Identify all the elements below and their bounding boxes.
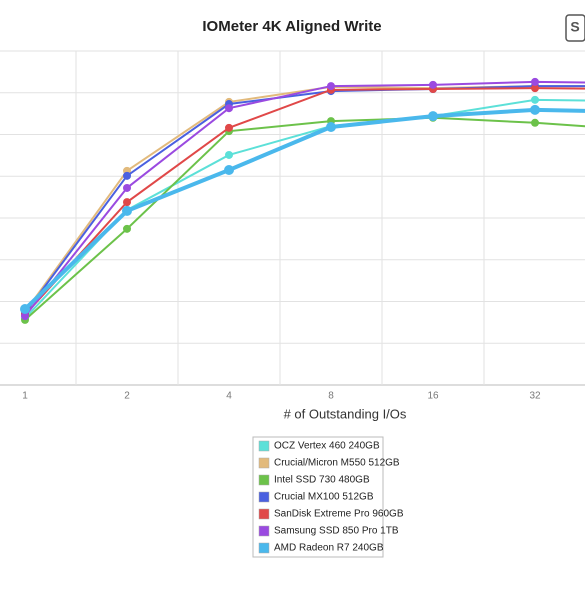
legend-swatch [258,474,270,486]
series-line [24,85,585,314]
legend-label: Samsung SSD 850 Pro 1TB [274,526,399,537]
logo: S [565,14,585,42]
legend-label: Crucial MX100 512GB [274,492,374,503]
legend-swatch [258,440,270,452]
data-point [428,111,438,122]
data-point [21,312,29,321]
legend-label: Crucial/Micron M550 512GB [274,458,400,469]
data-point [225,123,233,132]
data-point [327,82,335,91]
data-point [122,205,132,216]
legend-label: Intel SSD 730 480GB [274,475,370,486]
data-point [20,304,30,315]
x-tick-label: 2 [124,391,130,402]
data-point [123,183,131,192]
data-point [531,77,539,86]
legend-label: AMD Radeon R7 240GB [274,543,384,554]
legend-box [252,436,384,558]
legend-label: SanDisk Extreme Pro 960GB [274,509,404,520]
x-tick-label: 16 [427,391,439,402]
series-line [24,116,585,321]
legend-swatch [258,491,270,503]
data-point [531,95,539,104]
x-tick-label: 1 [22,391,28,402]
data-point [326,121,336,132]
data-point [123,171,131,180]
data-point [123,224,131,233]
legend-swatch [258,457,270,469]
data-point [225,104,233,113]
x-tick-label: 8 [328,391,334,402]
chart-title: IOMeter 4K Aligned Write [202,18,381,35]
svg-text:S: S [570,19,579,35]
data-point [225,150,233,159]
data-point [224,164,234,175]
x-tick-label: 32 [529,391,541,402]
data-point [531,118,539,127]
data-point [123,198,131,207]
data-point [531,84,539,93]
legend-swatch [258,508,270,520]
data-point [530,104,540,115]
data-point [429,80,437,89]
x-axis-title: # of Outstanding I/Os [284,406,407,421]
legend-label: OCZ Vertex 460 240GB [274,441,380,452]
x-tick-label: 4 [226,391,232,402]
legend-swatch [258,525,270,537]
legend-swatch [258,542,270,554]
